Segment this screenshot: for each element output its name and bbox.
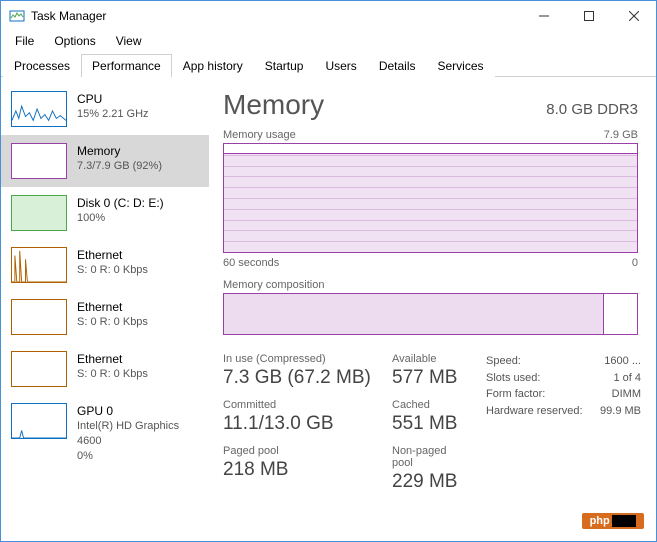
cpu-thumb bbox=[11, 91, 67, 127]
cached-label: Cached bbox=[392, 399, 462, 411]
inuse-label: In use (Compressed) bbox=[223, 353, 368, 365]
speed-value: 1600 ... bbox=[604, 353, 641, 370]
close-button[interactable] bbox=[611, 1, 656, 31]
gpu-thumb bbox=[11, 403, 67, 439]
cpu-sub: 15% 2.21 GHz bbox=[77, 107, 149, 122]
cpu-title: CPU bbox=[77, 91, 149, 107]
ethernet-thumb bbox=[11, 299, 67, 335]
composition-label: Memory composition bbox=[223, 279, 324, 291]
memory-title: Memory bbox=[77, 143, 162, 159]
ethernet-thumb bbox=[11, 247, 67, 283]
paged-value: 218 MB bbox=[223, 459, 368, 481]
disk-thumb bbox=[11, 195, 67, 231]
content: CPU15% 2.21 GHz Memory7.3/7.9 GB (92%) D… bbox=[1, 77, 656, 540]
eth1-sub: S: 0 R: 0 Kbps bbox=[77, 263, 148, 278]
memory-thumb bbox=[11, 143, 67, 179]
tab-details[interactable]: Details bbox=[368, 54, 427, 77]
gpu-sub2: 0% bbox=[77, 449, 199, 464]
eth3-sub: S: 0 R: 0 Kbps bbox=[77, 367, 148, 382]
disk-title: Disk 0 (C: D: E:) bbox=[77, 195, 164, 211]
inuse-value: 7.3 GB (67.2 MB) bbox=[223, 367, 368, 389]
tab-services[interactable]: Services bbox=[427, 54, 495, 77]
tab-startup[interactable]: Startup bbox=[254, 54, 315, 77]
ethernet-thumb bbox=[11, 351, 67, 387]
eth1-title: Ethernet bbox=[77, 247, 148, 263]
sidebar-item-ethernet-2[interactable]: EthernetS: 0 R: 0 Kbps bbox=[1, 291, 209, 343]
memory-sub: 7.3/7.9 GB (92%) bbox=[77, 159, 162, 174]
usage-max: 7.9 GB bbox=[604, 129, 638, 141]
window-title: Task Manager bbox=[31, 9, 521, 23]
hw-value: 99.9 MB bbox=[600, 403, 641, 420]
available-value: 577 MB bbox=[392, 367, 462, 389]
memory-usage-chart bbox=[223, 143, 638, 253]
page-title: Memory bbox=[223, 89, 324, 121]
minimize-button[interactable] bbox=[521, 1, 566, 31]
hw-label: Hardware reserved: bbox=[486, 403, 583, 420]
cached-value: 551 MB bbox=[392, 413, 462, 435]
usage-label: Memory usage bbox=[223, 129, 296, 141]
committed-label: Committed bbox=[223, 399, 368, 411]
tab-performance[interactable]: Performance bbox=[81, 54, 172, 77]
titlebar: Task Manager bbox=[1, 1, 656, 31]
nonpaged-label: Non-paged pool bbox=[392, 445, 462, 469]
available-label: Available bbox=[392, 353, 462, 365]
menu-view[interactable]: View bbox=[106, 32, 152, 50]
sidebar-item-memory[interactable]: Memory7.3/7.9 GB (92%) bbox=[1, 135, 209, 187]
form-label: Form factor: bbox=[486, 386, 545, 403]
axis-right: 0 bbox=[632, 257, 638, 269]
menu-bar: File Options View bbox=[1, 31, 656, 51]
menu-file[interactable]: File bbox=[5, 32, 44, 50]
tab-processes[interactable]: Processes bbox=[3, 54, 81, 77]
main-panel: Memory 8.0 GB DDR3 Memory usage 7.9 GB 60… bbox=[209, 77, 656, 540]
committed-value: 11.1/13.0 GB bbox=[223, 413, 368, 435]
memory-composition-chart bbox=[223, 293, 638, 335]
nonpaged-value: 229 MB bbox=[392, 471, 462, 493]
form-value: DIMM bbox=[612, 386, 641, 403]
page-subtitle: 8.0 GB DDR3 bbox=[546, 101, 638, 118]
eth2-title: Ethernet bbox=[77, 299, 148, 315]
gpu-sub1: Intel(R) HD Graphics 4600 bbox=[77, 419, 199, 449]
speed-label: Speed: bbox=[486, 353, 521, 370]
sidebar-item-gpu[interactable]: GPU 0Intel(R) HD Graphics 46000% bbox=[1, 395, 209, 472]
watermark: phpxx bbox=[582, 513, 644, 529]
gpu-title: GPU 0 bbox=[77, 403, 199, 419]
window-controls bbox=[521, 1, 656, 31]
slots-value: 1 of 4 bbox=[613, 370, 641, 387]
slots-label: Slots used: bbox=[486, 370, 540, 387]
sidebar: CPU15% 2.21 GHz Memory7.3/7.9 GB (92%) D… bbox=[1, 77, 209, 540]
sidebar-item-ethernet-3[interactable]: EthernetS: 0 R: 0 Kbps bbox=[1, 343, 209, 395]
eth2-sub: S: 0 R: 0 Kbps bbox=[77, 315, 148, 330]
axis-left: 60 seconds bbox=[223, 257, 279, 269]
tab-users[interactable]: Users bbox=[314, 54, 367, 77]
tab-apphistory[interactable]: App history bbox=[172, 54, 254, 77]
app-icon bbox=[9, 8, 25, 24]
disk-sub: 100% bbox=[77, 211, 164, 226]
paged-label: Paged pool bbox=[223, 445, 368, 457]
composition-fill bbox=[224, 294, 604, 334]
maximize-button[interactable] bbox=[566, 1, 611, 31]
sidebar-item-ethernet-1[interactable]: EthernetS: 0 R: 0 Kbps bbox=[1, 239, 209, 291]
stats: In use (Compressed) 7.3 GB (67.2 MB) Com… bbox=[223, 353, 638, 503]
eth3-title: Ethernet bbox=[77, 351, 148, 367]
sidebar-item-disk[interactable]: Disk 0 (C: D: E:)100% bbox=[1, 187, 209, 239]
menu-options[interactable]: Options bbox=[44, 32, 105, 50]
sidebar-item-cpu[interactable]: CPU15% 2.21 GHz bbox=[1, 83, 209, 135]
tab-bar: Processes Performance App history Startu… bbox=[1, 53, 656, 77]
